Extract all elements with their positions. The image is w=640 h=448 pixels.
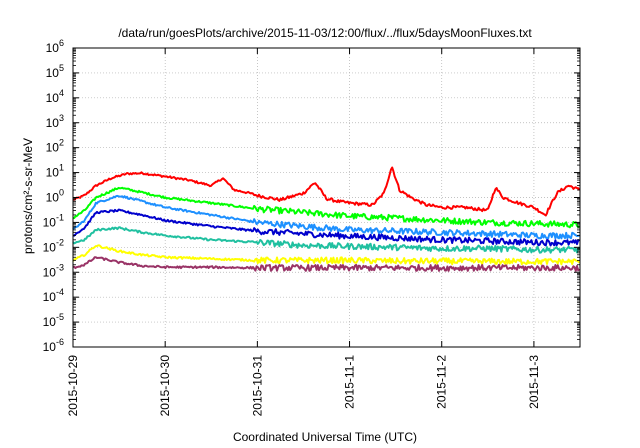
y-tick-label: 101 [46,163,64,180]
y-tick-mantissa: 10 [46,116,60,130]
x-tick-label: 2015-11-1 [343,355,357,409]
y-tick-exponent: -5 [56,312,64,322]
y-tick-exponent: 5 [59,63,64,73]
y-tick-mantissa: 10 [46,141,60,155]
y-tick-label: 10-2 [43,237,64,254]
y-tick-exponent: -2 [56,237,64,247]
y-tick-exponent: 2 [59,138,64,148]
y-tick-label: 100 [46,188,64,205]
x-axis-label: Coordinated Universal Time (UTC) [233,430,417,444]
series-line [72,194,580,240]
plot-frame [72,47,581,348]
x-tick-label: 2015-11-2 [435,355,449,409]
x-tick-label: 2015-10-31 [250,355,264,417]
y-tick-mantissa: 10 [43,240,57,254]
series-line [72,208,580,247]
x-tick-labels: 2015-10-29 2015-10-30 2015-10-31 2015-11-1 2… [66,355,541,417]
y-tick-labels: 10-610-510-410-310-210-11001011021031041… [43,38,64,354]
y-tick-exponent: 4 [59,88,64,98]
y-tick-exponent: -6 [56,337,64,347]
y-tick-mantissa: 10 [46,191,60,205]
series-line [72,186,580,229]
x-tick-label: 2015-10-30 [158,355,172,417]
y-tick-mantissa: 10 [46,41,60,55]
y-tick-exponent: 1 [59,163,64,173]
y-tick-exponent: 3 [59,113,64,123]
series-line [72,256,581,272]
y-tick-label: 102 [46,138,64,155]
y-axis-label: protons/cm²-s-sr-MeV [21,138,35,254]
y-tick-mantissa: 10 [43,290,57,304]
y-tick-label: 103 [46,113,64,130]
y-tick-mantissa: 10 [46,66,60,80]
gridlines [73,48,580,347]
y-tick-label: 10-4 [43,287,64,304]
y-tick-mantissa: 10 [43,315,57,329]
series-line [72,226,581,254]
series-lines [72,166,581,272]
y-tick-label: 106 [46,38,64,55]
y-tick-mantissa: 10 [43,265,57,279]
series-line [72,166,581,217]
y-tick-exponent: -1 [56,212,64,222]
x-tick-label: 2015-11-3 [527,355,541,409]
y-tick-exponent: -3 [56,262,64,272]
y-tick-mantissa: 10 [43,215,57,229]
y-tick-label: 10-6 [43,337,64,354]
y-tick-label: 105 [46,63,64,80]
x-tick-label: 2015-10-29 [66,355,80,417]
y-tick-exponent: 6 [59,38,64,48]
chart-title: /data/run/goesPlots/archive/2015-11-03/1… [118,26,532,40]
y-tick-label: 104 [46,88,64,105]
y-tick-exponent: 0 [59,188,64,198]
y-tick-label: 10-1 [43,212,64,229]
y-tick-mantissa: 10 [46,166,60,180]
y-tick-mantissa: 10 [43,340,57,354]
y-tick-exponent: -4 [56,287,64,297]
y-tick-label: 10-5 [43,312,64,329]
y-tick-label: 10-3 [43,262,64,279]
series-line [72,244,581,266]
y-tick-mantissa: 10 [46,91,60,105]
